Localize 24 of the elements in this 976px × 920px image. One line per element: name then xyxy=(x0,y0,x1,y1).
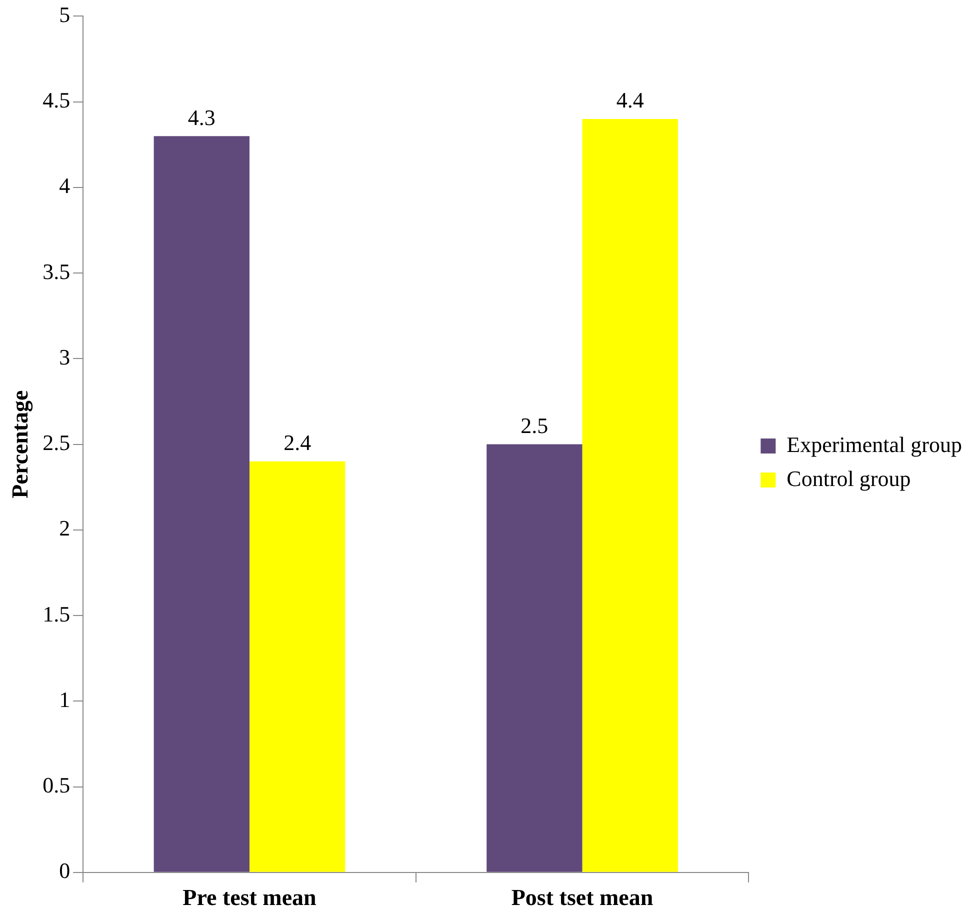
y-axis-title: Percentage xyxy=(8,390,34,498)
y-tick-label: 4.5 xyxy=(42,88,70,113)
x-tick-label: Post tset mean xyxy=(511,885,654,910)
data-label: 2.5 xyxy=(520,413,548,438)
legend-label: Experimental group xyxy=(786,432,962,457)
y-tick-label: 3.5 xyxy=(42,258,70,284)
y-tick-label: 2.5 xyxy=(42,430,70,456)
bar xyxy=(249,461,346,872)
legend-label: Control group xyxy=(786,466,911,491)
y-tick-label: 3 xyxy=(59,344,70,370)
y-tick-label: 0.5 xyxy=(42,772,70,798)
y-tick-label: 0 xyxy=(59,858,70,884)
data-label: 4.3 xyxy=(188,104,216,130)
y-tick-label: 4 xyxy=(59,173,70,198)
y-tick-label: 1 xyxy=(59,686,70,712)
bar xyxy=(486,444,582,872)
y-tick-label: 1.5 xyxy=(42,601,70,626)
data-label: 2.4 xyxy=(284,430,312,456)
x-tick-label: Pre test mean xyxy=(182,885,317,910)
y-tick-label: 2 xyxy=(59,516,70,541)
bar xyxy=(154,136,250,872)
data-label: 4.4 xyxy=(616,88,644,113)
bar xyxy=(582,118,678,872)
y-tick-label: 5 xyxy=(59,2,70,27)
